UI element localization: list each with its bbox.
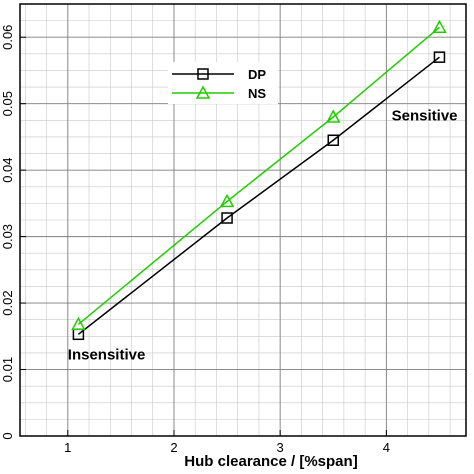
x-tick-label: 3 [277, 440, 284, 455]
frame-layer [19, 3, 467, 437]
legend-box [168, 62, 278, 104]
y-tick-label: 0.06 [0, 25, 15, 50]
data-point-ns [432, 19, 447, 34]
data-point-dp [327, 134, 340, 146]
data-point-ns [71, 316, 86, 331]
label-layer: 1 2 3 4 0 0.01 0.02 0.03 0.04 0.05 0.06 Hub clearan… [0, 25, 458, 470]
series-line-dp [77, 56, 440, 335]
y-tick-label: 0.02 [0, 290, 15, 315]
x-tick-label: 2 [170, 440, 177, 455]
annotation-label: Insensitive [68, 347, 146, 364]
data-point-dp [433, 51, 446, 63]
legend: DP NS [168, 62, 278, 104]
legend-marker-ns [195, 85, 211, 99]
y-tick-label: 0.04 [0, 157, 15, 182]
y-tick-label: 0.03 [0, 224, 15, 249]
annotation-label: Sensitive [392, 107, 458, 124]
data-point-ns [219, 193, 235, 208]
y-tick-label: 0 [0, 432, 15, 439]
legend-label-ns: NS [248, 86, 266, 101]
y-tick-label: 0.01 [0, 357, 15, 382]
legend-label-dp: DP [248, 67, 266, 82]
x-tick-label: 1 [64, 440, 71, 455]
x-tick-label: 4 [383, 440, 390, 455]
data-point-dp [221, 212, 233, 224]
series-line-ns [77, 26, 440, 325]
legend-marker-dp [197, 68, 209, 80]
data-point-ns [325, 109, 341, 123]
series-layer [71, 19, 447, 341]
x-axis-title: Hub clearance / [%span] [184, 453, 357, 470]
plot-frame [19, 3, 467, 437]
y-tick-label: 0.05 [0, 91, 15, 116]
